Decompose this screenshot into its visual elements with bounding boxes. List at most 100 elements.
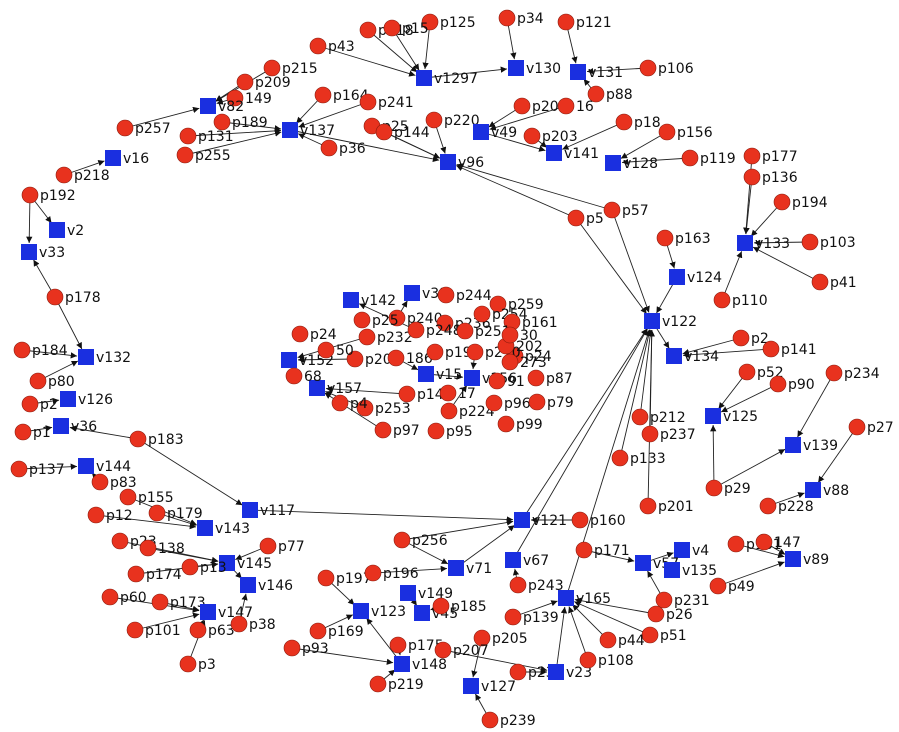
node-p243[interactable]: p243 xyxy=(509,576,564,594)
node-p244[interactable]: p244 xyxy=(437,286,492,304)
node-p164[interactable]: p164 xyxy=(314,86,369,104)
node-p161[interactable]: p161 xyxy=(503,313,558,331)
node-p141[interactable]: p141 xyxy=(762,340,817,358)
node-p144[interactable]: p144 xyxy=(375,123,430,141)
node-p184[interactable]: p184 xyxy=(13,341,68,359)
node-v130[interactable]: v130 xyxy=(508,60,561,77)
node-p27[interactable]: p27 xyxy=(848,418,894,436)
node-p183[interactable]: p183 xyxy=(129,430,184,448)
node-p257[interactable]: p257 xyxy=(116,119,171,137)
node-p34[interactable]: p34 xyxy=(498,9,544,27)
node-v122[interactable]: v122 xyxy=(644,313,697,330)
node-p219[interactable]: p219 xyxy=(369,675,424,693)
node-p177[interactable]: p177 xyxy=(743,147,798,165)
node-p131[interactable]: p131 xyxy=(179,127,234,145)
node-p83[interactable]: p83 xyxy=(91,473,137,491)
node-p192[interactable]: p192 xyxy=(21,186,76,204)
node-p12[interactable]: p12 xyxy=(87,506,133,524)
node-v71[interactable]: v71 xyxy=(448,560,492,577)
node-p179[interactable]: p179 xyxy=(148,504,203,522)
node-v16[interactable]: v16 xyxy=(105,150,149,167)
node-p19x[interactable]: p19 xyxy=(426,343,472,361)
node-p212[interactable]: p212 xyxy=(631,408,686,426)
node-p1x[interactable]: p1 xyxy=(14,423,51,441)
node-v137[interactable]: v137 xyxy=(282,122,335,139)
node-p207[interactable]: p207 xyxy=(434,641,489,659)
node-p108[interactable]: p108 xyxy=(579,651,634,669)
node-p174[interactable]: p174 xyxy=(127,565,182,583)
node-v117[interactable]: v117 xyxy=(242,502,295,519)
node-p13x[interactable]: p13 xyxy=(181,558,227,576)
node-p194[interactable]: p194 xyxy=(773,193,828,211)
node-p189[interactable]: p189 xyxy=(213,113,268,131)
node-p43[interactable]: p43 xyxy=(309,37,355,55)
node-v4[interactable]: v4 xyxy=(674,542,709,559)
node-p90[interactable]: p90 xyxy=(769,375,815,393)
node-p171[interactable]: p171 xyxy=(575,541,630,559)
node-p201[interactable]: p201 xyxy=(639,497,694,515)
node-p205[interactable]: p205 xyxy=(473,629,528,647)
node-v36[interactable]: v36 xyxy=(53,418,97,435)
node-p5x[interactable]: p5 xyxy=(567,209,604,227)
node-p149[interactable]: 149 xyxy=(226,89,272,107)
node-p125[interactable]: p125 xyxy=(421,13,476,31)
node-v126[interactable]: v126 xyxy=(60,391,113,408)
node-p30[interactable]: 30 xyxy=(501,326,538,344)
node-v132[interactable]: v132 xyxy=(78,349,131,366)
node-p241[interactable]: p241 xyxy=(359,93,414,111)
node-p88[interactable]: p88 xyxy=(587,85,633,103)
node-p26[interactable]: p26 xyxy=(647,605,693,623)
node-p234[interactable]: p234 xyxy=(825,364,880,382)
node-p231[interactable]: p231 xyxy=(655,591,710,609)
node-v23[interactable]: v23 xyxy=(548,664,592,681)
node-p133[interactable]: p133 xyxy=(611,449,666,467)
node-p103[interactable]: p103 xyxy=(801,233,856,251)
node-v127[interactable]: v127 xyxy=(463,678,516,695)
node-p24b[interactable]: p24 xyxy=(291,325,337,343)
node-p220[interactable]: p220 xyxy=(425,111,480,129)
node-p139[interactable]: p139 xyxy=(504,608,559,626)
node-v157[interactable]: v157 xyxy=(309,380,362,397)
node-v148[interactable]: v148 xyxy=(394,656,447,673)
node-p41[interactable]: p41 xyxy=(811,273,857,291)
node-p237[interactable]: p237 xyxy=(641,425,696,443)
node-p3[interactable]: p3 xyxy=(179,655,216,673)
node-v135[interactable]: v135 xyxy=(664,562,717,579)
node-v139[interactable]: v139 xyxy=(785,437,838,454)
node-p96[interactable]: p96 xyxy=(485,394,531,412)
node-v89[interactable]: v89 xyxy=(785,551,829,568)
node-p178[interactable]: p178 xyxy=(46,288,101,306)
node-p228[interactable]: p228 xyxy=(759,497,814,515)
node-p169[interactable]: p169 xyxy=(309,622,364,640)
node-p137[interactable]: p137 xyxy=(10,460,65,478)
node-p80[interactable]: p80 xyxy=(29,372,75,390)
node-p136[interactable]: p136 xyxy=(743,168,798,186)
node-p259[interactable]: p259 xyxy=(489,295,544,313)
node-v146[interactable]: v146 xyxy=(240,577,293,594)
node-v134[interactable]: v134 xyxy=(666,348,719,365)
node-p16[interactable]: 16 xyxy=(557,97,594,115)
node-p255[interactable]: p255 xyxy=(176,146,231,164)
node-v133[interactable]: v133 xyxy=(737,235,790,252)
node-p119[interactable]: p119 xyxy=(681,149,736,167)
node-p79[interactable]: p79 xyxy=(528,393,574,411)
node-p156[interactable]: p156 xyxy=(658,123,713,141)
node-v123[interactable]: v123 xyxy=(353,603,406,620)
node-p15x[interactable]: p15 xyxy=(383,19,429,37)
node-p101[interactable]: p101 xyxy=(126,621,181,639)
node-p110[interactable]: p110 xyxy=(713,291,768,309)
node-p253[interactable]: p253 xyxy=(356,399,411,417)
node-p155[interactable]: p155 xyxy=(119,488,174,506)
node-p99[interactable]: p99 xyxy=(497,415,543,433)
node-p218[interactable]: p218 xyxy=(55,166,110,184)
node-p51[interactable]: p51 xyxy=(641,626,687,644)
node-p23b[interactable]: p23 xyxy=(509,663,555,681)
node-p97[interactable]: p97 xyxy=(374,421,420,439)
node-v145[interactable]: v145 xyxy=(219,555,272,572)
node-v96[interactable]: v96 xyxy=(440,154,484,171)
node-v142[interactable]: v142 xyxy=(343,292,396,309)
node-v141[interactable]: v141 xyxy=(546,145,599,162)
node-v121[interactable]: v121 xyxy=(514,512,567,529)
node-p251[interactable]: p251 xyxy=(456,322,511,340)
node-v88[interactable]: v88 xyxy=(805,482,849,499)
